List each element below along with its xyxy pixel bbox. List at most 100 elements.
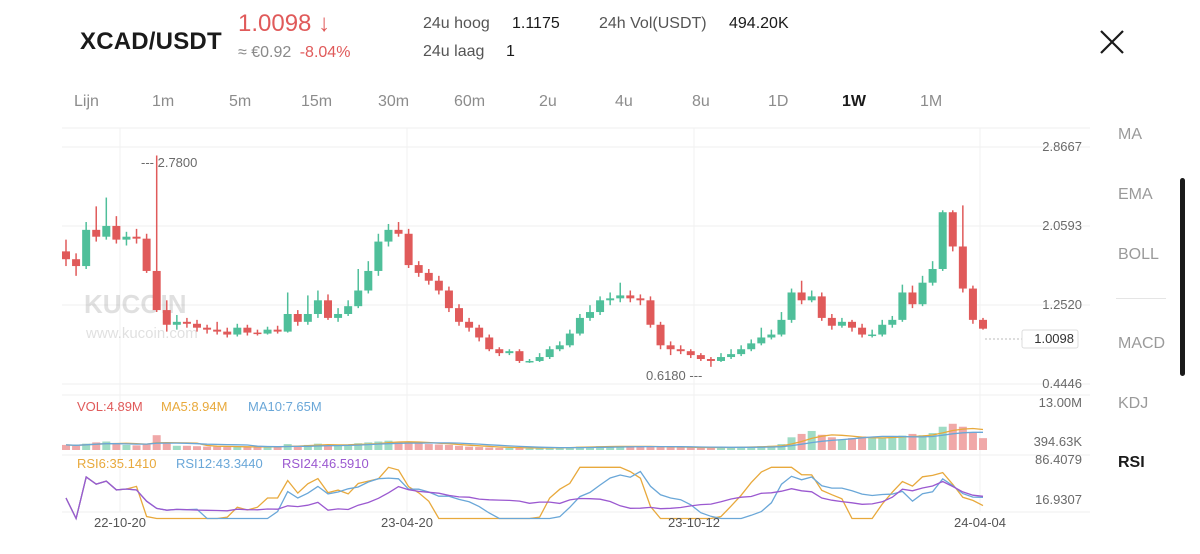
high-value: 1.1175 bbox=[512, 15, 560, 32]
candle-body bbox=[394, 229, 403, 234]
volume-bar bbox=[142, 444, 151, 450]
candle-body bbox=[303, 313, 312, 322]
candle-body bbox=[263, 329, 272, 334]
tab-1w[interactable]: 1W bbox=[842, 93, 866, 110]
price-axis-label: 0.4446 bbox=[1042, 376, 1082, 391]
volume-bar bbox=[928, 433, 937, 450]
indicator-ema[interactable]: EMA bbox=[1118, 186, 1153, 203]
candle-body bbox=[706, 359, 715, 361]
indicator-kdj[interactable]: KDJ bbox=[1118, 395, 1149, 412]
volume-bar bbox=[525, 448, 534, 450]
volume-bar bbox=[223, 447, 232, 450]
candle-body bbox=[575, 317, 584, 334]
time-axis-label: 23-04-20 bbox=[381, 515, 433, 530]
tab-1mo[interactable]: 1M bbox=[920, 93, 943, 110]
volume-bar bbox=[193, 446, 201, 450]
candle-body bbox=[817, 296, 826, 318]
candle-body bbox=[102, 225, 111, 237]
candle-body bbox=[162, 310, 171, 325]
volume-bar bbox=[606, 446, 615, 450]
volume-bar bbox=[515, 447, 524, 450]
tab-1d[interactable]: 1D bbox=[768, 93, 789, 110]
volume-bar bbox=[888, 437, 897, 450]
candle-body bbox=[646, 300, 655, 325]
indicator-rsi[interactable]: RSI bbox=[1118, 454, 1145, 471]
volume-bar bbox=[827, 437, 836, 450]
volume-bar bbox=[475, 447, 484, 450]
candle-body bbox=[565, 333, 574, 346]
candle-body bbox=[696, 355, 705, 360]
volume-bar bbox=[112, 444, 121, 450]
tab-8u[interactable]: 8u bbox=[692, 93, 710, 110]
volume-bar bbox=[243, 447, 252, 450]
volume-bar bbox=[666, 447, 675, 450]
volume-bar bbox=[656, 447, 665, 450]
candle-body bbox=[273, 329, 282, 332]
candle-body bbox=[92, 229, 101, 237]
candle-body bbox=[455, 308, 463, 322]
volume-bar bbox=[465, 446, 474, 450]
volume-bar bbox=[868, 437, 877, 450]
volume-bar bbox=[616, 446, 625, 450]
volume-bar bbox=[878, 438, 887, 450]
indicator-lines bbox=[65, 427, 984, 521]
candle-body bbox=[827, 317, 836, 326]
volume-axis-label: 394.63K bbox=[1034, 434, 1083, 449]
candle-body bbox=[132, 236, 141, 239]
candle-body bbox=[807, 296, 816, 301]
indicator-boll[interactable]: BOLL bbox=[1118, 246, 1159, 263]
volume-bar bbox=[948, 423, 957, 450]
tab-15m[interactable]: 15m bbox=[301, 93, 333, 110]
tab-line[interactable]: Lijn bbox=[74, 93, 99, 110]
watermark-url: www.kucoin.com bbox=[85, 325, 198, 342]
volume-bar bbox=[717, 447, 725, 450]
close-button[interactable] bbox=[1098, 28, 1126, 56]
volume-bar bbox=[676, 447, 685, 450]
close-icon bbox=[1100, 30, 1124, 54]
candle-body bbox=[676, 349, 685, 352]
pair-title: XCAD/USDT bbox=[80, 28, 222, 55]
candle-body bbox=[797, 292, 806, 301]
last-price-box bbox=[1021, 329, 1079, 349]
candle-body bbox=[172, 321, 181, 325]
indicator-macd[interactable]: MACD bbox=[1118, 335, 1166, 352]
tab-60m[interactable]: 60m bbox=[454, 93, 486, 110]
tab-5m[interactable]: 5m bbox=[229, 93, 252, 110]
candle-body bbox=[555, 345, 564, 350]
candle-body bbox=[364, 270, 373, 291]
volume-bar bbox=[737, 446, 746, 450]
price-axis-label: 1.2520 bbox=[1042, 297, 1082, 312]
min-price-marker: 0.6180 --- bbox=[646, 368, 702, 383]
scrollbar[interactable] bbox=[1180, 178, 1185, 376]
volume-bar bbox=[696, 447, 705, 450]
volume-bar bbox=[344, 444, 353, 450]
volume-bar bbox=[263, 446, 272, 450]
tab-4u[interactable]: 4u bbox=[615, 93, 633, 110]
candle-body bbox=[525, 360, 534, 363]
volume-bar bbox=[646, 446, 655, 450]
rsi-legend-rsi24: RSI24:46.5910 bbox=[282, 456, 369, 471]
candle-body bbox=[142, 238, 151, 271]
candle-body bbox=[384, 229, 393, 242]
volume-bar bbox=[444, 444, 453, 450]
volume-bar bbox=[555, 447, 564, 450]
candle-body bbox=[757, 337, 766, 344]
volume-bar bbox=[394, 442, 403, 450]
volume-bar bbox=[848, 438, 856, 450]
candle-body bbox=[958, 246, 967, 289]
volume-bar bbox=[303, 444, 312, 450]
candle-body bbox=[444, 290, 453, 309]
candle-body bbox=[908, 292, 917, 305]
tab-30m[interactable]: 30m bbox=[378, 93, 410, 110]
candle-body bbox=[354, 290, 363, 307]
indicator-divider bbox=[1116, 298, 1166, 299]
volume-bar bbox=[908, 433, 917, 450]
candle-body bbox=[122, 236, 131, 240]
tab-1m[interactable]: 1m bbox=[152, 93, 175, 110]
volume-bar bbox=[727, 447, 736, 450]
kline-chart[interactable]: KUCOIN www.kucoin.com 2.8667 2.0593 1.2520… bbox=[0, 0, 1100, 554]
tab-2u[interactable]: 2u bbox=[539, 93, 557, 110]
high-label: 24u hoog bbox=[423, 15, 490, 32]
indicator-ma[interactable]: MA bbox=[1118, 126, 1142, 143]
candle-body bbox=[545, 349, 554, 358]
